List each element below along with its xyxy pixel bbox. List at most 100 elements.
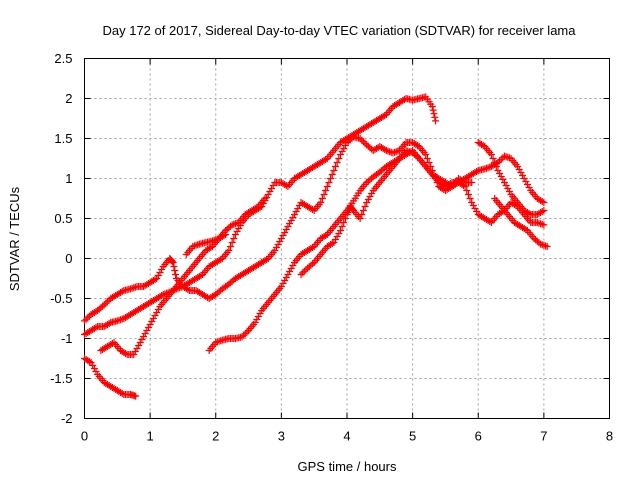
data-point (522, 226, 530, 233)
series-track-8 (474, 139, 548, 218)
data-point (158, 292, 166, 299)
data-point (282, 274, 290, 281)
data-point (358, 211, 366, 218)
data-point (170, 263, 178, 270)
data-point (122, 350, 130, 357)
data-point (297, 271, 305, 278)
data-point (289, 262, 297, 269)
data-point (368, 190, 376, 197)
data-point (266, 188, 274, 195)
data-point (520, 175, 528, 182)
data-point (263, 194, 271, 201)
data-point (261, 195, 269, 202)
data-point (85, 358, 93, 365)
y-tick-label: 0.5 (54, 211, 72, 226)
data-point (276, 238, 284, 245)
data-point (425, 159, 433, 166)
data-point (171, 267, 179, 274)
data-point (254, 313, 262, 320)
data-point (227, 243, 235, 250)
data-point (333, 159, 341, 166)
data-point (322, 156, 330, 163)
data-point (446, 180, 454, 187)
data-point (217, 256, 225, 263)
chart-title: Day 172 of 2017, Sidereal Day-to-day VTE… (102, 23, 576, 38)
data-point (225, 247, 233, 254)
data-point (151, 276, 159, 283)
x-tick-label: 2 (212, 429, 219, 444)
data-point (341, 215, 349, 222)
data-point (504, 185, 512, 192)
data-point (233, 228, 241, 235)
data-point (151, 312, 159, 319)
data-point (309, 206, 317, 213)
data-point (108, 340, 116, 347)
y-tick-label: 1 (65, 171, 72, 186)
data-point (361, 203, 369, 210)
data-point (281, 277, 289, 284)
y-axis-label: SDTVAR / TECUs (7, 186, 22, 291)
data-point (327, 175, 335, 182)
data-point (496, 157, 504, 165)
data-point (253, 316, 261, 323)
data-point (286, 220, 294, 227)
data-point (538, 208, 546, 215)
data-point (292, 208, 300, 215)
data-point (479, 142, 487, 149)
y-tick-label: 1.5 (54, 131, 72, 146)
data-point (271, 247, 279, 254)
data-point (341, 142, 349, 149)
data-point (148, 318, 156, 325)
y-tick-label: -1.5 (50, 371, 72, 386)
data-point (363, 199, 371, 206)
data-point (263, 256, 271, 263)
data-point (335, 230, 343, 237)
data-point (90, 365, 98, 372)
data-point (256, 310, 264, 317)
data-point (169, 259, 177, 266)
data-point (322, 187, 330, 194)
data-point (356, 135, 364, 142)
data-point (102, 299, 110, 307)
data-point (272, 244, 280, 251)
data-point (486, 218, 494, 225)
series-track-9 (491, 195, 551, 250)
data-point (463, 187, 471, 194)
x-tick-label: 1 (147, 429, 154, 444)
data-point (459, 182, 467, 189)
data-point (81, 317, 88, 325)
data-point (92, 324, 100, 331)
data-point (133, 345, 141, 352)
data-point (501, 179, 508, 186)
data-point (284, 271, 292, 278)
x-axis-label: GPS time / hours (298, 459, 397, 474)
data-point (322, 232, 330, 239)
data-point (184, 286, 192, 293)
data-point (359, 207, 367, 214)
y-tick-label: -1 (61, 331, 73, 346)
data-point (519, 172, 527, 179)
data-point (222, 231, 230, 238)
data-point (502, 182, 510, 189)
data-point (429, 106, 437, 114)
data-point (149, 315, 157, 322)
data-point (328, 240, 336, 247)
data-point (99, 302, 107, 310)
data-point (289, 214, 297, 221)
series-track-1 (81, 355, 140, 400)
data-point (264, 191, 272, 198)
data-point (497, 155, 505, 163)
data-point (517, 169, 525, 176)
data-point (154, 306, 162, 313)
data-point (464, 191, 472, 198)
data-point (468, 179, 476, 186)
data-point (141, 330, 149, 337)
data-point (84, 314, 92, 322)
data-point (515, 166, 523, 173)
x-tick-label: 4 (343, 429, 350, 444)
data-point (496, 170, 504, 177)
data-point (253, 204, 261, 211)
data-point (309, 244, 317, 251)
data-point (338, 148, 346, 155)
data-point (230, 235, 238, 242)
